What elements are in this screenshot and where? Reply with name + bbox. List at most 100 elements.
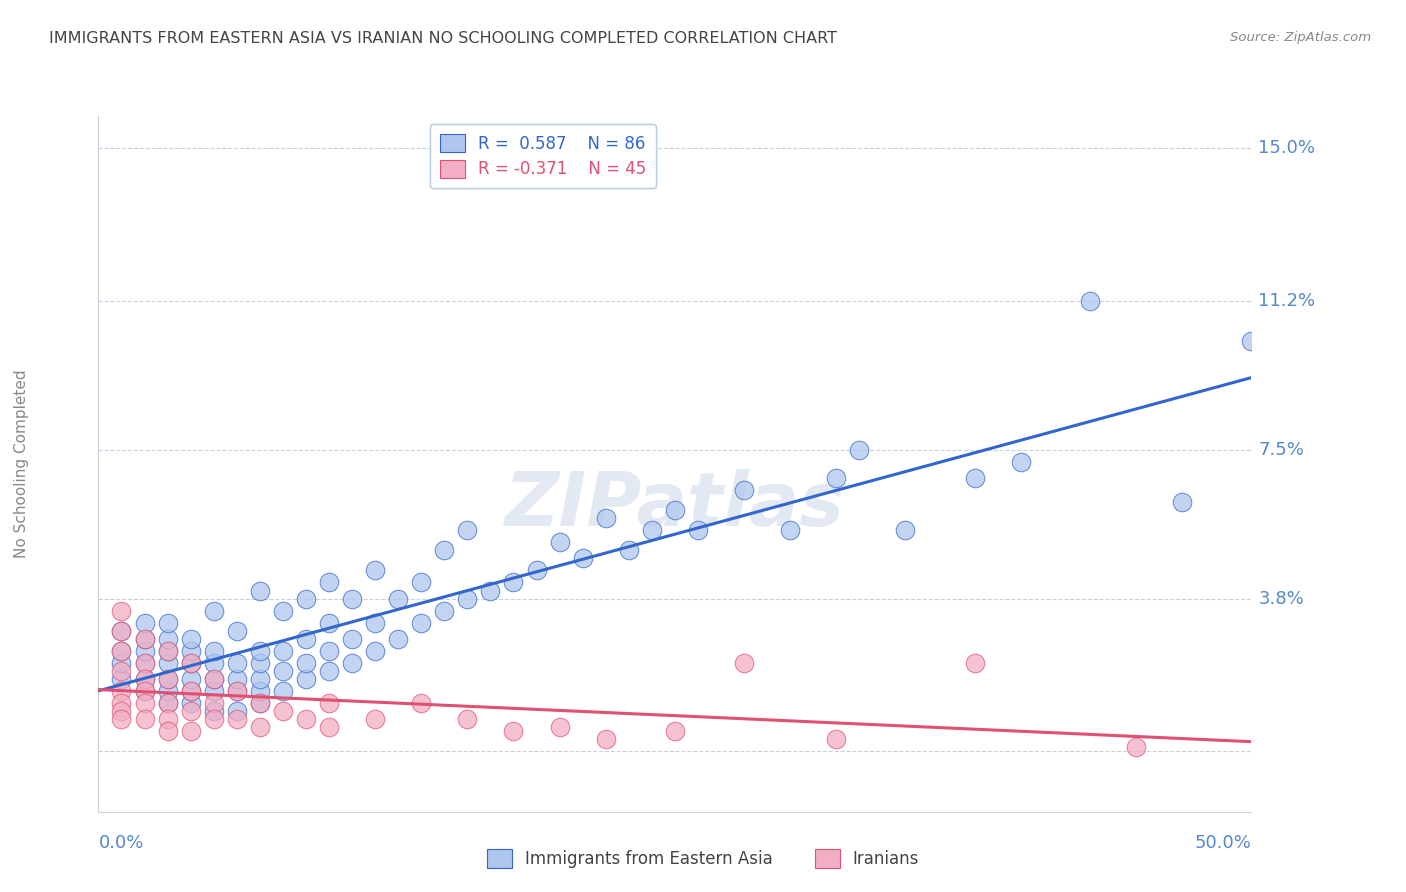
Point bbox=[479, 583, 502, 598]
Text: 11.2%: 11.2% bbox=[1258, 292, 1316, 310]
Point bbox=[271, 644, 294, 658]
Point bbox=[318, 575, 340, 590]
Point bbox=[202, 656, 225, 670]
Point bbox=[134, 712, 156, 726]
Point bbox=[134, 656, 156, 670]
Point bbox=[225, 624, 247, 638]
Point bbox=[318, 644, 340, 658]
Point bbox=[202, 696, 225, 710]
Point bbox=[156, 696, 179, 710]
Point bbox=[156, 632, 179, 646]
Point bbox=[156, 672, 179, 686]
Point bbox=[249, 644, 271, 658]
Point bbox=[249, 696, 271, 710]
Point bbox=[825, 732, 848, 747]
Point bbox=[156, 644, 179, 658]
Point bbox=[180, 704, 202, 718]
Point bbox=[364, 712, 387, 726]
Point bbox=[202, 604, 225, 618]
Legend: Immigrants from Eastern Asia, Iranians: Immigrants from Eastern Asia, Iranians bbox=[479, 843, 927, 875]
Point bbox=[249, 720, 271, 734]
Point bbox=[180, 656, 202, 670]
Point bbox=[733, 656, 755, 670]
Point bbox=[963, 471, 986, 485]
Point bbox=[664, 724, 686, 739]
Point bbox=[1078, 293, 1101, 308]
Text: ZIPatlas: ZIPatlas bbox=[505, 469, 845, 542]
Point bbox=[318, 696, 340, 710]
Point bbox=[134, 615, 156, 630]
Point bbox=[156, 656, 179, 670]
Point bbox=[595, 511, 617, 525]
Point bbox=[1125, 740, 1147, 755]
Point bbox=[548, 720, 571, 734]
Point bbox=[641, 523, 664, 537]
Point bbox=[156, 672, 179, 686]
Point bbox=[617, 543, 640, 558]
Point bbox=[110, 624, 132, 638]
Point bbox=[134, 684, 156, 698]
Point bbox=[318, 664, 340, 678]
Point bbox=[134, 672, 156, 686]
Point bbox=[411, 615, 433, 630]
Point bbox=[156, 696, 179, 710]
Text: 50.0%: 50.0% bbox=[1195, 834, 1251, 852]
Point bbox=[411, 575, 433, 590]
Point bbox=[318, 720, 340, 734]
Point bbox=[134, 696, 156, 710]
Point bbox=[110, 624, 132, 638]
Point bbox=[202, 644, 225, 658]
Point bbox=[364, 644, 387, 658]
Point bbox=[364, 563, 387, 577]
Text: 0.0%: 0.0% bbox=[98, 834, 143, 852]
Point bbox=[456, 712, 478, 726]
Point bbox=[156, 644, 179, 658]
Point bbox=[156, 684, 179, 698]
Point bbox=[526, 563, 548, 577]
Point bbox=[134, 632, 156, 646]
Point bbox=[1240, 334, 1263, 348]
Point bbox=[1171, 495, 1194, 509]
Point bbox=[134, 632, 156, 646]
Point bbox=[156, 615, 179, 630]
Point bbox=[134, 684, 156, 698]
Point bbox=[110, 656, 132, 670]
Point bbox=[225, 704, 247, 718]
Point bbox=[295, 591, 318, 606]
Point bbox=[571, 551, 593, 566]
Point bbox=[340, 656, 363, 670]
Point bbox=[180, 684, 202, 698]
Point bbox=[202, 672, 225, 686]
Point bbox=[433, 604, 456, 618]
Text: 7.5%: 7.5% bbox=[1258, 441, 1305, 458]
Point bbox=[595, 732, 617, 747]
Point bbox=[664, 503, 686, 517]
Point bbox=[411, 696, 433, 710]
Point bbox=[502, 724, 524, 739]
Text: Source: ZipAtlas.com: Source: ZipAtlas.com bbox=[1230, 31, 1371, 45]
Point bbox=[825, 471, 848, 485]
Point bbox=[202, 684, 225, 698]
Point bbox=[110, 696, 132, 710]
Point bbox=[180, 644, 202, 658]
Text: 15.0%: 15.0% bbox=[1258, 139, 1316, 157]
Point bbox=[110, 704, 132, 718]
Point bbox=[202, 704, 225, 718]
Point bbox=[110, 712, 132, 726]
Point bbox=[225, 712, 247, 726]
Point bbox=[340, 591, 363, 606]
Point bbox=[295, 672, 318, 686]
Point bbox=[271, 604, 294, 618]
Point bbox=[271, 664, 294, 678]
Point bbox=[180, 656, 202, 670]
Point bbox=[110, 684, 132, 698]
Point bbox=[156, 724, 179, 739]
Point bbox=[340, 632, 363, 646]
Point bbox=[733, 483, 755, 497]
Point bbox=[848, 442, 870, 457]
Point bbox=[202, 712, 225, 726]
Point bbox=[110, 644, 132, 658]
Point bbox=[180, 696, 202, 710]
Point bbox=[686, 523, 709, 537]
Point bbox=[249, 583, 271, 598]
